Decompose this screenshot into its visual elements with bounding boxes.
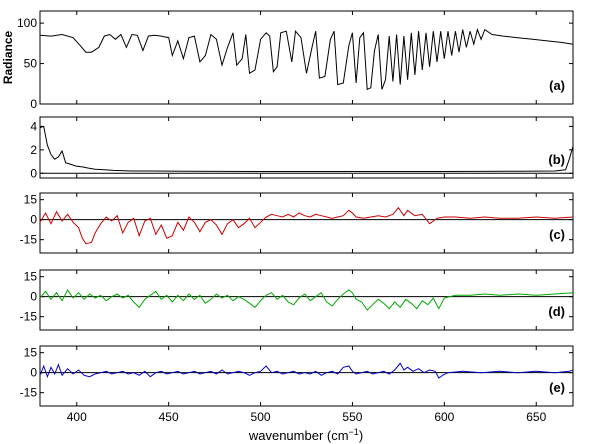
y-tick-label: 0 <box>30 366 37 380</box>
y-tick-label: 0 <box>30 213 37 227</box>
y-axis-label: Radiance <box>1 30 15 84</box>
x-axis-label-text: wavenumber (cm <box>248 428 349 443</box>
x-tick-label: 600 <box>434 410 454 424</box>
y-tick-label: -15 <box>20 233 38 247</box>
x-tick-label: 450 <box>159 410 179 424</box>
panel-label: (a) <box>549 78 565 93</box>
panel-frame <box>39 192 574 254</box>
panel-5: -15 0 15 (e) <box>20 345 574 407</box>
panel-frame <box>39 345 574 407</box>
panel-frame <box>39 10 574 105</box>
panel-4: -15 0 15 (d) <box>20 269 574 331</box>
panel-frame <box>39 269 574 331</box>
y-tick-label: 50 <box>24 57 38 71</box>
series-line <box>39 125 574 172</box>
panel-2: 0 2 4 (b) <box>30 116 574 180</box>
x-axis-label-close: ) <box>359 428 363 443</box>
panel-label: (c) <box>549 227 565 242</box>
x-tick-label: 400 <box>67 410 87 424</box>
panel-label: (b) <box>548 152 565 167</box>
y-tick-label: 15 <box>24 346 38 360</box>
y-tick-label: 0 <box>30 97 37 111</box>
y-tick-label: 15 <box>24 270 38 284</box>
y-tick-label: 4 <box>30 119 37 133</box>
x-axis-label: wavenumber (cm−1) <box>248 427 363 443</box>
panel-label: (e) <box>549 380 565 395</box>
panel-frame <box>39 116 574 179</box>
panel-3: -15 0 15 (c) <box>20 192 574 254</box>
y-tick-label: 0 <box>30 166 37 180</box>
x-tick-label: 500 <box>251 410 271 424</box>
x-axis-label-sup: −1 <box>349 427 359 437</box>
panels: 0 50 100 (a) Radiance 0 2 4 (b) -15 0 15 (c) -15 0 15 (d… <box>1 10 574 407</box>
y-tick-label: 2 <box>30 143 37 157</box>
y-tick-label: 100 <box>17 16 37 30</box>
y-tick-label: -15 <box>20 386 38 400</box>
panel-1: 0 50 100 (a) Radiance <box>1 10 574 111</box>
x-tick-label: 550 <box>342 410 362 424</box>
x-tick-label: 650 <box>526 410 546 424</box>
series-line <box>39 27 574 91</box>
series-line <box>39 362 574 379</box>
y-tick-label: -15 <box>20 310 38 324</box>
y-tick-label: 15 <box>24 193 38 207</box>
series-line <box>39 206 574 245</box>
y-tick-label: 0 <box>30 290 37 304</box>
series-line <box>39 289 574 311</box>
x-axis: 400 450 500 550 600 650 <box>67 410 547 424</box>
panel-label: (d) <box>548 304 565 319</box>
